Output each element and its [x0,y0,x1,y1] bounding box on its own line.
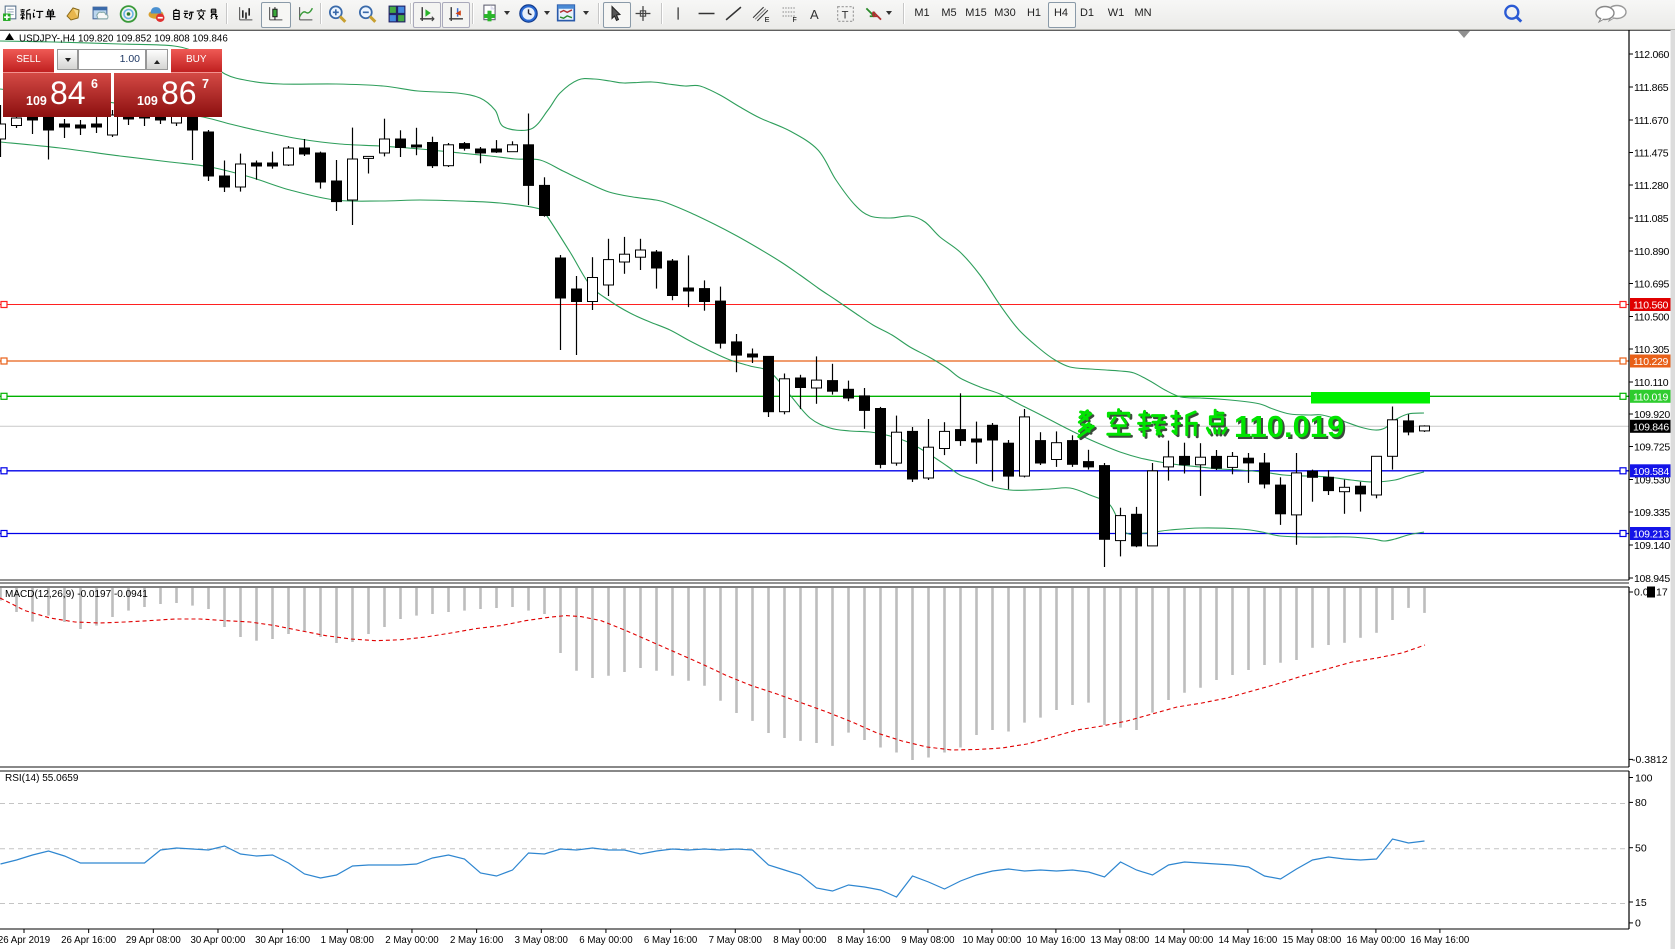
svg-text:14 May 16:00: 14 May 16:00 [1219,935,1278,946]
svg-text:3 May 08:00: 3 May 08:00 [515,935,569,946]
svg-text:15 May 08:00: 15 May 08:00 [1283,935,1342,946]
svg-text:109.140: 109.140 [1634,540,1670,552]
svg-text:110.560: 110.560 [1633,300,1669,312]
svg-text:111.475: 111.475 [1634,147,1669,159]
svg-text:2 May 16:00: 2 May 16:00 [450,935,504,946]
svg-text:16 May 00:00: 16 May 00:00 [1347,935,1406,946]
svg-text:-0.3812: -0.3812 [1632,754,1668,766]
svg-text:6 May 00:00: 6 May 00:00 [579,935,633,946]
svg-text:USDJPY-,H4 109.820 109.852 10: USDJPY-,H4 109.820 109.852 109.808 109.8… [19,34,228,45]
svg-text:109.584: 109.584 [1633,466,1669,478]
svg-text:109.725: 109.725 [1634,441,1670,453]
svg-text:50: 50 [1635,843,1647,855]
svg-text:110.305: 110.305 [1634,344,1670,356]
svg-text:8 May 16:00: 8 May 16:00 [837,935,891,946]
svg-text:MACD(12,26,9) -0.0197 -0.0941: MACD(12,26,9) -0.0197 -0.0941 [5,589,148,600]
svg-text:111.085: 111.085 [1634,213,1669,225]
svg-text:16 May 16:00: 16 May 16:00 [1411,935,1470,946]
svg-text:RSI(14) 55.0659: RSI(14) 55.0659 [5,773,79,784]
svg-text:110.019: 110.019 [1234,409,1344,444]
svg-text:110.695: 110.695 [1634,278,1670,290]
svg-text:110.110: 110.110 [1634,377,1669,389]
svg-text:30 Apr 16:00: 30 Apr 16:00 [255,935,311,946]
svg-text:6 May 16:00: 6 May 16:00 [644,935,698,946]
svg-text:T: T [842,9,849,21]
svg-text:109.920: 109.920 [1634,409,1670,421]
svg-text:112.060: 112.060 [1634,49,1670,61]
svg-text:110.229: 110.229 [1633,356,1669,368]
svg-text:E: E [765,15,770,23]
svg-text:F: F [793,17,797,23]
svg-text:1 May 08:00: 1 May 08:00 [321,935,375,946]
svg-text:14 May 00:00: 14 May 00:00 [1155,935,1214,946]
svg-text:26 Apr 16:00: 26 Apr 16:00 [61,935,117,946]
svg-text:17: 17 [1656,587,1668,599]
svg-text:111.865: 111.865 [1634,82,1669,94]
svg-text:10 May 16:00: 10 May 16:00 [1027,935,1086,946]
svg-text:110.019: 110.019 [1633,391,1669,403]
svg-text:110.890: 110.890 [1634,246,1670,258]
svg-text:9 May 08:00: 9 May 08:00 [901,935,955,946]
svg-text:111.670: 111.670 [1634,115,1669,127]
svg-text:29 Apr 08:00: 29 Apr 08:00 [126,935,182,946]
svg-text:8 May 00:00: 8 May 00:00 [773,935,827,946]
svg-text:109.335: 109.335 [1634,507,1670,519]
svg-text:80: 80 [1635,797,1647,809]
svg-text:109.213: 109.213 [1633,529,1669,541]
svg-text:26 Apr 2019: 26 Apr 2019 [0,935,50,946]
svg-text:110.500: 110.500 [1634,311,1670,323]
svg-text:10 May 00:00: 10 May 00:00 [963,935,1022,946]
svg-text:15: 15 [1635,897,1647,909]
svg-text:0.0: 0.0 [1634,587,1649,599]
svg-text:30 Apr 00:00: 30 Apr 00:00 [191,935,247,946]
svg-text:0: 0 [1635,918,1641,930]
svg-text:100: 100 [1635,772,1653,784]
svg-text:13 May 08:00: 13 May 08:00 [1091,935,1150,946]
svg-text:111.280: 111.280 [1634,180,1669,192]
svg-text:108.945: 108.945 [1634,573,1670,585]
svg-text:109.846: 109.846 [1633,421,1669,433]
svg-text:7 May 08:00: 7 May 08:00 [709,935,763,946]
svg-text:2 May 00:00: 2 May 00:00 [385,935,439,946]
